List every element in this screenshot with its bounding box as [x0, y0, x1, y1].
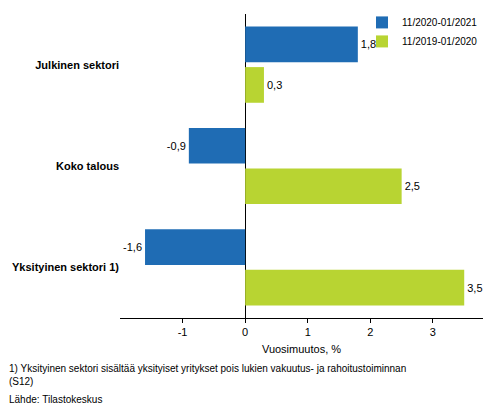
svg-text:-1: -1	[178, 326, 188, 338]
svg-text:2,5: 2,5	[405, 180, 420, 192]
svg-text:1) Yksityinen sektori sisältää: 1) Yksityinen sektori sisältää yksityise…	[9, 363, 406, 387]
svg-text:Vuosimuutos, %: Vuosimuutos, %	[262, 343, 341, 355]
svg-text:0,3: 0,3	[267, 79, 282, 91]
svg-text:Koko talous: Koko talous	[56, 160, 119, 172]
svg-text:2: 2	[367, 326, 373, 338]
svg-text:1: 1	[305, 326, 311, 338]
svg-text:3,5: 3,5	[467, 282, 482, 294]
svg-text:Lähde: Tilastokeskus: Lähde: Tilastokeskus	[9, 394, 102, 405]
svg-text:-0,9: -0,9	[167, 140, 186, 152]
svg-text:11/2019-01/2020: 11/2019-01/2020	[402, 36, 477, 47]
svg-text:Julkinen sektori: Julkinen sektori	[35, 59, 119, 71]
svg-text:11/2020-01/2021: 11/2020-01/2021	[402, 17, 477, 28]
svg-text:-1,6: -1,6	[123, 241, 142, 253]
svg-text:3: 3	[430, 326, 436, 338]
svg-text:1,8: 1,8	[361, 38, 376, 50]
svg-text:Yksityinen sektori 1): Yksityinen sektori 1)	[12, 261, 119, 273]
svg-text:0: 0	[242, 326, 248, 338]
